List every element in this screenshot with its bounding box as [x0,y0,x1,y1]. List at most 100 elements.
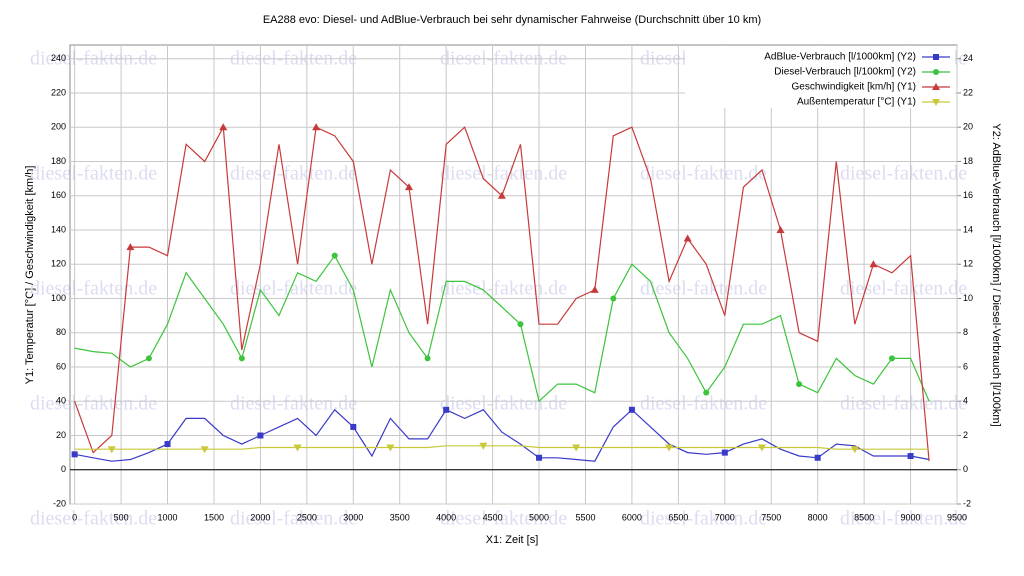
marker [814,454,821,461]
marker [907,453,914,460]
x-tick-label: 7500 [761,512,781,522]
x-tick-label: 3000 [343,512,363,522]
marker [796,381,803,388]
watermark: diesel-fakten.de [840,393,967,415]
x-tick-label: 7000 [715,512,735,522]
x-tick-label: 1500 [204,512,224,522]
y-tick-label: 200 [51,122,66,132]
watermark: diesel-fakten.de [640,163,767,185]
marker [219,123,228,131]
marker [536,454,543,461]
marker [721,449,728,456]
y2-tick-label: 8 [963,327,968,337]
watermark: diesel-fakten.de [440,393,567,415]
x-tick-label: 6000 [622,512,642,522]
x-tick-label: 4500 [483,512,503,522]
marker [683,234,692,242]
x-axis-label: X1: Zeit [s] [486,534,539,546]
marker [628,406,635,413]
marker [610,295,617,302]
watermark: diesel-fakten.de [30,278,157,300]
y2-tick-label: -2 [963,498,971,508]
y-tick-label: 20 [56,430,66,440]
watermark: diesel-fakten.de [840,278,967,300]
legend-label: Außentemperatur [°C] (Y1) [797,97,916,108]
marker [933,54,939,60]
marker [293,444,302,452]
marker [200,446,209,454]
marker [757,444,766,452]
marker [932,99,940,106]
marker [776,225,785,233]
legend-label: AdBlue-Verbrauch [l/1000km] (Y2) [764,52,916,63]
y-tick-label: 0 [61,464,66,474]
marker [350,423,357,430]
x-tick-label: 0 [72,512,77,522]
marker [932,83,940,90]
marker [71,451,78,458]
watermark: diesel-fakten.de [640,508,767,530]
marker [590,285,599,293]
watermark: diesel-fakten.de [230,163,357,185]
x-tick-label: 9500 [947,512,967,522]
y2-tick-label: 6 [963,361,968,371]
y-tick-label: 160 [51,190,66,200]
watermark: diesel-fakten.de [640,393,767,415]
marker [703,389,710,396]
y-tick-label: 240 [51,53,66,63]
marker [665,444,674,452]
y-tick-label: 60 [56,361,66,371]
x-tick-label: 9000 [901,512,921,522]
marker [238,355,245,362]
watermark: diesel-fakten.de [230,278,357,300]
watermark: diesel-fakten.de [30,508,157,530]
marker [312,123,321,131]
marker [386,444,395,452]
y2-tick-label: 18 [963,156,973,166]
y-tick-label: 80 [56,327,66,337]
x-tick-label: 500 [114,512,129,522]
series-line [74,408,930,462]
marker [331,252,338,259]
watermark: diesel-fakten.de [440,508,567,530]
marker [479,442,488,450]
marker [164,441,171,448]
y2-tick-label: 20 [963,122,973,132]
y-tick-label: 180 [51,156,66,166]
watermark: diesel-fakten.de [230,508,357,530]
marker [869,260,878,268]
marker [145,355,152,362]
marker [572,444,581,452]
marker [443,406,450,413]
legend-label: Diesel-Verbrauch [l/100km] (Y2) [774,67,916,78]
y2-axis-label: Y2: AdBlue-Verbrauch [l/1000km] / Diesel… [990,123,1002,426]
series-line [74,445,930,450]
watermark: diesel-fakten.de [840,508,967,530]
y2-tick-label: 22 [963,87,973,97]
legend-label: Geschwindigkeit [km/h] (Y1) [792,82,917,93]
watermark: diesel-fakten.de [230,393,357,415]
x-tick-label: 2500 [297,512,317,522]
x-tick-label: 5000 [529,512,549,522]
series-line [74,254,930,403]
x-tick-label: 8000 [808,512,828,522]
x-tick-label: 2000 [250,512,270,522]
watermark: diesel-fakten.de [30,393,157,415]
y2-tick-label: 4 [963,396,968,406]
y2-tick-label: 0 [963,464,968,474]
y2-tick-label: 10 [963,293,973,303]
x-tick-label: 8500 [854,512,874,522]
chart-title: EA288 evo: Diesel- und AdBlue-Verbrauch … [263,14,761,26]
watermark: diesel-fakten.de [840,163,967,185]
y-tick-label: 40 [56,396,66,406]
legend-box [685,46,955,108]
marker [107,446,116,454]
y-axis-label: Y1: Temperatur [°C] / Geschwindigkeit [k… [24,166,36,385]
y2-tick-label: 16 [963,190,973,200]
marker [888,355,895,362]
marker [126,243,135,251]
y-tick-label: 140 [51,224,66,234]
x-tick-label: 4000 [436,512,456,522]
